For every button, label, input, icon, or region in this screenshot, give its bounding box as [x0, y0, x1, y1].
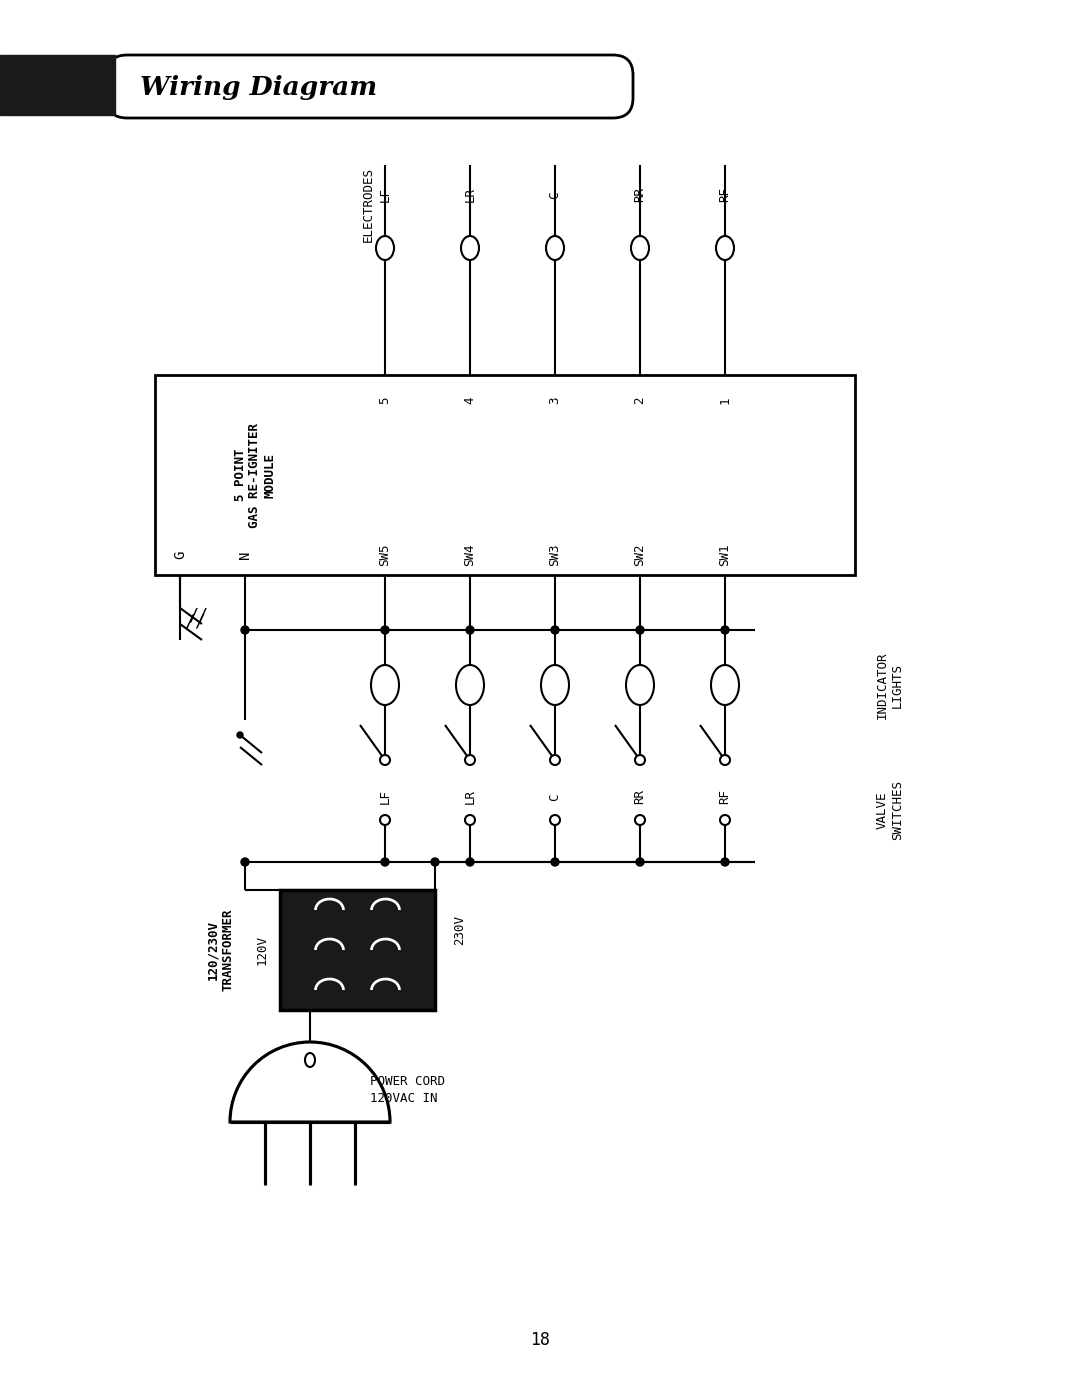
Text: SW2: SW2 [634, 543, 647, 566]
Text: 230V: 230V [454, 915, 467, 944]
Circle shape [465, 754, 475, 766]
Ellipse shape [456, 665, 484, 705]
Circle shape [551, 626, 559, 634]
Text: LF: LF [378, 187, 391, 203]
Text: RR: RR [634, 789, 647, 805]
Circle shape [380, 814, 390, 826]
Text: SW4: SW4 [463, 543, 476, 566]
Circle shape [721, 626, 729, 634]
Text: N: N [238, 550, 252, 559]
Ellipse shape [626, 665, 654, 705]
Ellipse shape [716, 236, 734, 260]
Ellipse shape [461, 236, 480, 260]
FancyBboxPatch shape [107, 54, 633, 117]
Ellipse shape [546, 236, 564, 260]
Text: 5: 5 [378, 397, 391, 404]
Circle shape [380, 754, 390, 766]
Circle shape [465, 814, 475, 826]
Ellipse shape [541, 665, 569, 705]
Text: RF: RF [718, 187, 731, 203]
Text: RF: RF [718, 789, 731, 805]
Text: SW3: SW3 [549, 543, 562, 566]
Circle shape [635, 814, 645, 826]
Circle shape [635, 754, 645, 766]
Text: Wiring Diagram: Wiring Diagram [140, 74, 377, 99]
Text: G: G [173, 550, 187, 559]
Text: //: // [184, 613, 206, 631]
Circle shape [241, 626, 249, 634]
Text: 3: 3 [549, 397, 562, 404]
Text: 18: 18 [530, 1331, 550, 1350]
Circle shape [381, 626, 389, 634]
Text: LR: LR [463, 789, 476, 805]
Circle shape [237, 732, 243, 738]
Bar [0, 54, 114, 115]
Text: ELECTRODES: ELECTRODES [362, 168, 375, 243]
Text: 4: 4 [463, 397, 476, 404]
Bar [156, 374, 855, 576]
Ellipse shape [372, 665, 399, 705]
Text: LF: LF [378, 789, 391, 805]
Text: 5 POINT
GAS RE-IGNITER
MODULE: 5 POINT GAS RE-IGNITER MODULE [233, 422, 276, 528]
Text: C: C [549, 793, 562, 800]
Text: 1: 1 [718, 397, 731, 404]
Ellipse shape [711, 665, 739, 705]
Text: 2: 2 [634, 397, 647, 404]
Text: POWER CORD
120VAC IN: POWER CORD 120VAC IN [370, 1076, 445, 1105]
Text: VALVE
SWITCHES: VALVE SWITCHES [876, 780, 904, 840]
Text: C: C [549, 191, 562, 198]
Bar [280, 890, 435, 1010]
Circle shape [241, 858, 249, 866]
Circle shape [720, 814, 730, 826]
Wedge shape [230, 1042, 390, 1122]
Text: SW1: SW1 [718, 543, 731, 566]
Circle shape [636, 858, 644, 866]
Text: INDICATOR
LIGHTS: INDICATOR LIGHTS [876, 651, 904, 718]
Circle shape [551, 858, 559, 866]
Text: SW5: SW5 [378, 543, 391, 566]
Circle shape [465, 626, 474, 634]
Circle shape [721, 858, 729, 866]
Circle shape [431, 858, 438, 866]
Circle shape [720, 754, 730, 766]
Ellipse shape [305, 1053, 315, 1067]
Text: LR: LR [463, 187, 476, 203]
Circle shape [550, 814, 561, 826]
Ellipse shape [376, 236, 394, 260]
Ellipse shape [631, 236, 649, 260]
Circle shape [636, 626, 644, 634]
Circle shape [550, 754, 561, 766]
Text: 120/230V
TRANSFORMER: 120/230V TRANSFORMER [206, 909, 234, 992]
Text: 120V: 120V [256, 935, 269, 965]
Circle shape [381, 858, 389, 866]
Text: //: // [188, 606, 208, 624]
Circle shape [465, 858, 474, 866]
Text: RR: RR [634, 187, 647, 203]
